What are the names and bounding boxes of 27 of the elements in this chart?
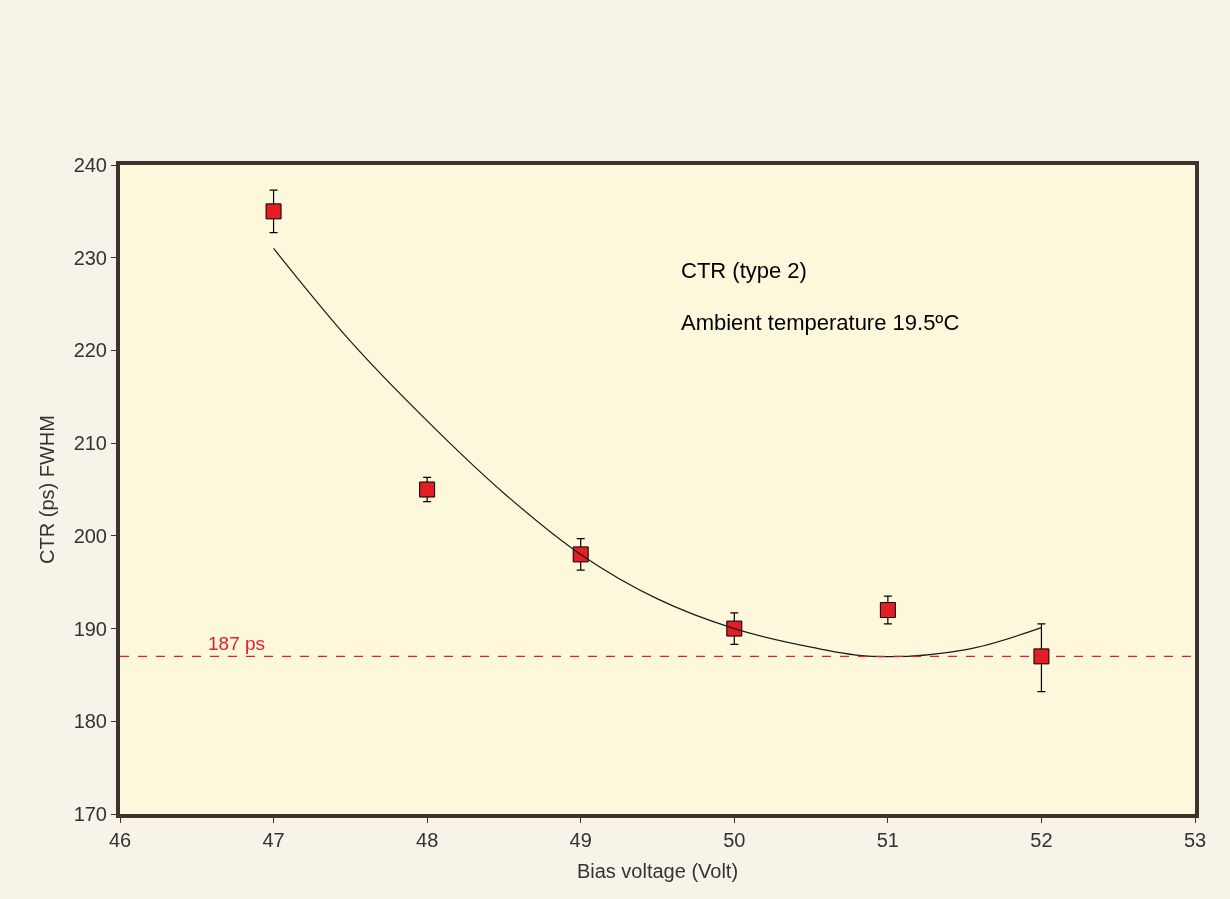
y-tick-label: 180: [73, 710, 107, 733]
y-tick-label: 220: [73, 339, 107, 362]
annotation: CTR (type 2): [681, 258, 807, 283]
y-tick-label: 240: [73, 154, 107, 176]
point: [726, 620, 743, 637]
y-tick-label: 200: [73, 524, 107, 547]
x-tick-label: 51: [876, 829, 899, 851]
x-axis-title: Bias voltage (Volt): [576, 860, 739, 882]
ref-line-label: 187 ps: [208, 633, 266, 654]
point: [879, 602, 896, 619]
y-tick-label: 210: [73, 432, 107, 455]
y-axis-title: CTR (ps) FWHM: [35, 415, 58, 564]
annotation: Ambient temperature 19.5ºC: [681, 310, 960, 335]
x-tick-label: 46: [108, 829, 132, 851]
x-tick-label: 50: [723, 829, 746, 851]
y-tick-label: 170: [73, 803, 107, 825]
line-series: [272, 247, 1043, 658]
x-tick-label: 47: [262, 829, 285, 851]
x-tick-label: 49: [569, 829, 592, 851]
point: [419, 481, 436, 498]
x-tick-label: 48: [416, 829, 439, 851]
y-tick-label: 230: [73, 246, 107, 269]
point: [1033, 648, 1050, 665]
x-tick-label: 53: [1183, 829, 1207, 851]
point: [265, 203, 282, 220]
x-tick-label: 52: [1030, 829, 1053, 851]
y-tick-label: 190: [73, 617, 107, 640]
